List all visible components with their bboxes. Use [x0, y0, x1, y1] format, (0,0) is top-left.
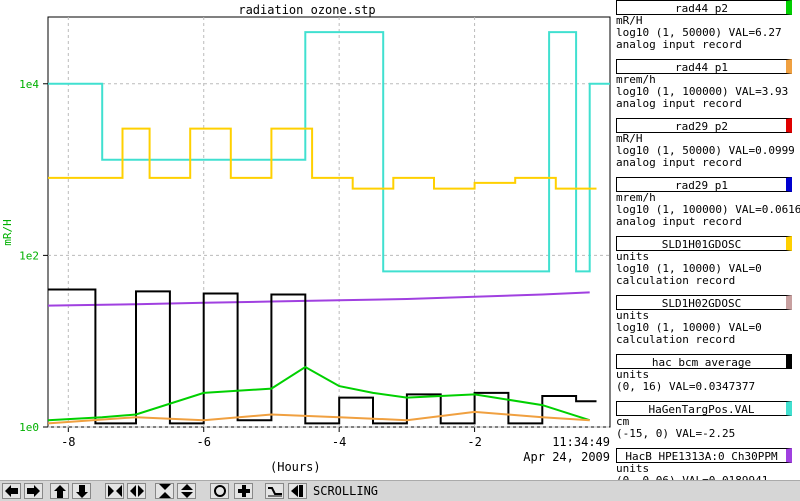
- x-tick-label: -2: [467, 435, 481, 449]
- y-axis-label: mR/H: [0, 219, 14, 246]
- zoom-in-horizontal-icon[interactable]: [105, 483, 124, 499]
- x-axis-label: (Hours): [270, 460, 321, 474]
- legend-entry-detail: units: [616, 309, 650, 322]
- plot-area[interactable]: -8 -6 -4 -2 1e4 1e2 1e0: [0, 0, 614, 480]
- legend-entry[interactable]: SLD1H01GDOSC units log10 (1, 10000) VAL=0 c…: [614, 236, 800, 287]
- legend-entry[interactable]: rad44_p1 mrem/h log10 (1, 100000) VAL=3.93…: [614, 59, 800, 110]
- legend-entry-name[interactable]: HacB_HPE1313A:0_Ch30PPM: [616, 448, 792, 463]
- legend-panel: rad44_p2 mR/H log10 (1, 50000) VAL=6.27 ana…: [614, 0, 800, 499]
- x-tick-label: -4: [332, 435, 346, 449]
- y-tick-label: 1e4: [19, 78, 39, 91]
- legend-entry-detail: units: [616, 368, 650, 381]
- date-value: Apr 24, 2009: [523, 450, 610, 464]
- legend-entry[interactable]: rad44_p2 mR/H log10 (1, 50000) VAL=6.27 ana…: [614, 0, 800, 51]
- chart-title: radiation_ozone.stp: [238, 3, 376, 17]
- legend-entry-name[interactable]: SLD1H01GDOSC: [616, 236, 792, 251]
- legend-entry-detail: analog input record: [616, 97, 742, 110]
- legend-entry-detail: (-15, 0) VAL=-2.25: [616, 427, 736, 440]
- config-icon[interactable]: [265, 483, 284, 499]
- legend-entry-detail: log10 (1, 50000) VAL=6.27: [616, 26, 782, 39]
- legend-entry-detail: analog input record: [616, 38, 742, 51]
- series-line: [47, 291, 590, 307]
- add-icon[interactable]: [234, 483, 253, 499]
- arrow-right-icon[interactable]: [24, 483, 43, 499]
- x-tick-label: -8: [61, 435, 75, 449]
- legend-entry-name[interactable]: HaGenTargPos.VAL: [616, 401, 792, 416]
- legend-entry-detail: units: [616, 462, 650, 475]
- legend-entry-name[interactable]: hac_bcm_average: [616, 354, 792, 369]
- legend-entry-name[interactable]: rad44_p2: [616, 0, 792, 15]
- zoom-in-vertical-icon[interactable]: [155, 483, 174, 499]
- series-line: [48, 127, 597, 190]
- autoscale-icon[interactable]: [210, 483, 229, 499]
- scrolling-status: SCROLLING: [313, 484, 379, 498]
- legend-entry-detail: units: [616, 250, 650, 263]
- legend-entry-name[interactable]: SLD1H02GDOSC: [616, 295, 792, 310]
- legend-entry-detail: mrem/h: [616, 191, 656, 204]
- series-line: [48, 288, 597, 425]
- legend-entry-detail: log10 (1, 10000) VAL=0: [616, 262, 762, 275]
- y-tick-label: 1e0: [19, 421, 39, 434]
- legend-entry-detail: mrem/h: [616, 73, 656, 86]
- legend-entry-name[interactable]: rad29_p2: [616, 118, 792, 133]
- legend-entry-detail: log10 (1, 100000) VAL=3.93: [616, 85, 789, 98]
- legend-entry-detail: log10 (1, 100000) VAL=0.0616: [616, 203, 800, 216]
- series-line: [47, 410, 590, 425]
- legend-entry[interactable]: SLD1H02GDOSC units log10 (1, 10000) VAL=0 c…: [614, 295, 800, 346]
- legend-entry-detail: calculation record: [616, 274, 736, 287]
- legend-entry[interactable]: rad29_p1 mrem/h log10 (1, 100000) VAL=0.06…: [614, 177, 800, 228]
- legend-entry[interactable]: rad29_p2 mR/H log10 (1, 50000) VAL=0.0999 a…: [614, 118, 800, 169]
- time-value: 11:34:49: [552, 435, 610, 449]
- legend-entry[interactable]: hac_bcm_average units (0, 16) VAL=0.034737…: [614, 354, 800, 393]
- series-line: [48, 31, 610, 273]
- y-tick-label: 1e2: [19, 249, 39, 262]
- back-icon[interactable]: [288, 483, 307, 499]
- legend-entry-detail: (0, 16) VAL=0.0347377: [616, 380, 756, 393]
- legend-entry-detail: log10 (1, 50000) VAL=0.0999: [616, 144, 795, 157]
- legend-entry-detail: calculation record: [616, 333, 736, 346]
- legend-entry-detail: log10 (1, 10000) VAL=0: [616, 321, 762, 334]
- legend-entry-detail: analog input record: [616, 215, 742, 228]
- legend-entry-detail: analog input record: [616, 156, 742, 169]
- toolbar: SCROLLING: [0, 480, 800, 501]
- legend-entry-name[interactable]: rad29_p1: [616, 177, 792, 192]
- series-line: [47, 365, 591, 422]
- legend-entry[interactable]: HaGenTargPos.VAL cm (-15, 0) VAL=-2.25: [614, 401, 800, 440]
- zoom-out-vertical-icon[interactable]: [177, 483, 196, 499]
- arrow-up-icon[interactable]: [50, 483, 69, 499]
- zoom-out-horizontal-icon[interactable]: [127, 483, 146, 499]
- arrow-left-icon[interactable]: [2, 483, 21, 499]
- plot-frame: [47, 16, 611, 428]
- time-readout: 11:34:49 Apr 24, 2009: [496, 435, 610, 465]
- x-tick-label: -6: [197, 435, 211, 449]
- legend-entry-detail: mR/H: [616, 132, 643, 145]
- legend-entry-name[interactable]: rad44_p1: [616, 59, 792, 74]
- legend-entry-detail: cm: [616, 415, 630, 428]
- arrow-down-icon[interactable]: [72, 483, 91, 499]
- legend-entry-detail: mR/H: [616, 14, 643, 27]
